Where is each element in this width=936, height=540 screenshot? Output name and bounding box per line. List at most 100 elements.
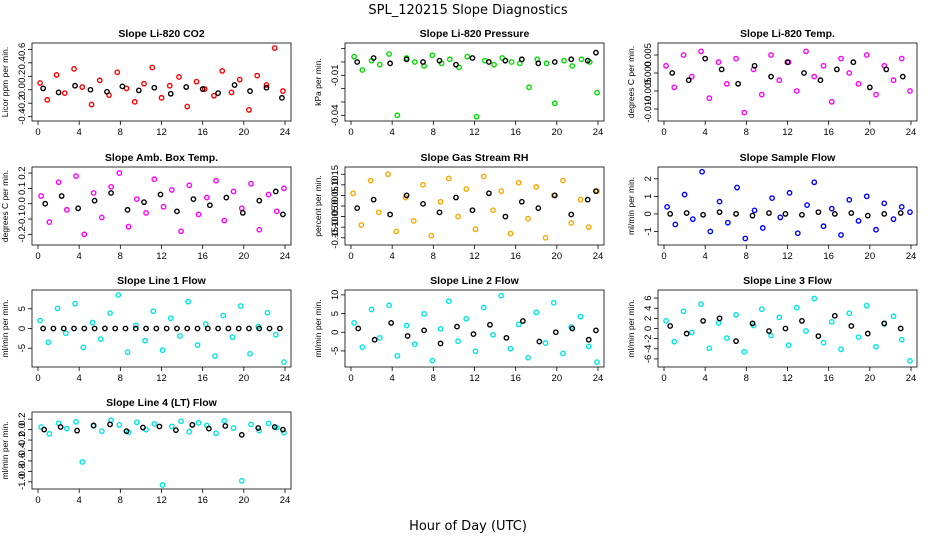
y-tick-label: -0.2 (17, 432, 28, 448)
x-tick-label: 0 (348, 373, 353, 384)
series-point (508, 59, 515, 65)
x-tick-label: 16 (823, 251, 834, 262)
series-point (410, 217, 417, 224)
x-tick-label: 4 (703, 251, 708, 262)
reference-point (204, 325, 211, 332)
series-point (61, 90, 68, 97)
series-point (455, 213, 461, 220)
reference-point (593, 49, 599, 56)
reference-point (91, 197, 98, 204)
series-point (578, 56, 585, 63)
reference-point (272, 188, 279, 195)
reference-point (143, 325, 149, 332)
series-point (543, 60, 550, 67)
series-point (890, 216, 897, 223)
series-point (777, 214, 784, 221)
y-axis-label: ml/min per min. (0, 299, 10, 357)
reference-point (470, 331, 477, 338)
series-point (143, 209, 149, 216)
series-point (271, 45, 278, 51)
reference-point (156, 423, 163, 430)
x-tick-label: 16 (823, 127, 834, 138)
reference-point (247, 88, 253, 94)
reference-point (370, 196, 377, 203)
series-point (185, 298, 192, 305)
x-tick-label: 20 (239, 495, 250, 506)
series-point (698, 301, 704, 308)
panel-title: Slope Gas Stream RH (421, 152, 529, 164)
series-point (230, 188, 237, 195)
series-point (671, 338, 678, 345)
x-tick-label: 24 (906, 373, 917, 384)
y-tick-label: 0.1 (17, 182, 28, 195)
x-tick-label: 0 (661, 373, 666, 384)
y-tick-label: 0 (643, 326, 654, 331)
figure-x-axis-label: Hour of Day (UTC) (409, 519, 527, 534)
series-point (176, 74, 182, 80)
reference-point (225, 325, 232, 332)
series-point (73, 173, 79, 180)
series-point (394, 352, 401, 359)
reference-point (784, 59, 791, 66)
x-tick-label: 0 (35, 495, 40, 506)
reference-point (667, 211, 674, 217)
series-point (247, 350, 253, 357)
series-point (254, 72, 261, 79)
series-point (498, 292, 505, 299)
x-tick-label: 8 (118, 127, 123, 138)
series-point (177, 333, 183, 339)
series-point (114, 69, 121, 76)
series-point (159, 482, 166, 488)
reference-point (124, 206, 131, 213)
series-point (124, 349, 131, 356)
x-tick-label: 20 (239, 251, 250, 262)
x-tick-label: 16 (197, 373, 208, 384)
series-point (437, 325, 444, 332)
reference-point (850, 59, 857, 66)
y-axis-label: degrees C per min. (0, 170, 10, 242)
reference-point (502, 57, 509, 64)
series-point (828, 319, 835, 325)
reference-point (568, 56, 575, 63)
series-point (811, 73, 818, 80)
y-tick-label: 0.2 (17, 166, 28, 179)
series-point (133, 419, 140, 426)
series-point (184, 103, 191, 110)
series-point (542, 340, 549, 346)
y-tick-label: -2 (643, 334, 654, 342)
x-tick-label: 4 (703, 127, 708, 138)
reference-point (751, 62, 758, 69)
series-point (828, 205, 835, 212)
series-point (44, 96, 51, 103)
reference-point (768, 73, 774, 80)
reference-point (74, 427, 81, 434)
panel-5: Slope Gas Stream RH percent per min. 0 4 8 12… (313, 152, 605, 262)
series-point (375, 209, 382, 216)
series-point (45, 339, 52, 346)
series-point (53, 72, 60, 78)
reference-point (749, 320, 756, 327)
reference-point (848, 323, 855, 329)
series-point (828, 98, 835, 105)
y-tick-label: 0.10 (330, 176, 341, 195)
reference-point (370, 55, 377, 61)
series-point (220, 312, 227, 319)
y-axis-label: ml/min per min. (626, 299, 636, 357)
reference-point (223, 194, 230, 201)
reference-point (766, 210, 772, 216)
series-point (403, 322, 410, 329)
reference-point (151, 84, 158, 91)
y-tick-label: 0.0 (17, 83, 28, 96)
series-point (385, 171, 391, 178)
reference-point (897, 210, 904, 216)
reference-point (815, 209, 822, 216)
x-tick-label: 8 (118, 251, 123, 262)
reference-point (163, 325, 170, 332)
reference-point (584, 57, 591, 64)
x-tick-label: 16 (197, 495, 208, 506)
series-point (758, 306, 765, 313)
reference-point (255, 425, 262, 431)
series-point (445, 298, 452, 305)
reference-point (355, 325, 362, 332)
y-tick-label: -0.010 (643, 96, 654, 123)
